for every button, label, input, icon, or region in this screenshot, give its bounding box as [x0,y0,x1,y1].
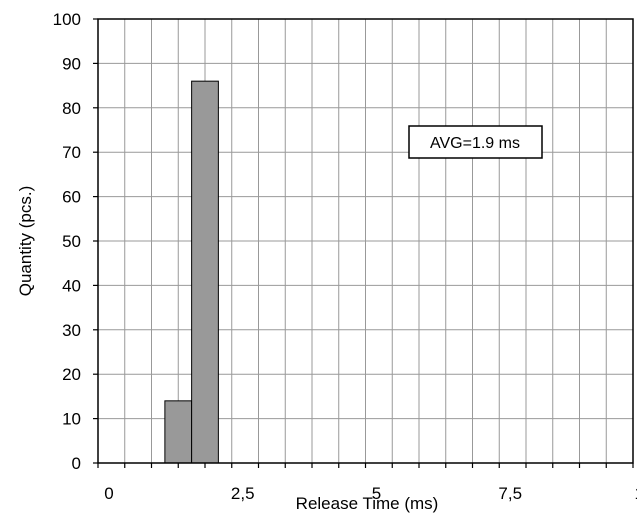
y-ticks [93,18,98,464]
y-tick-label: 10 [62,410,81,429]
y-tick-label: 60 [62,188,81,207]
y-tick-labels: 0 10 20 30 40 50 60 70 80 90 100 [53,10,81,473]
y-tick-label: 40 [62,276,81,295]
y-tick-label: 20 [62,365,81,384]
y-tick-label: 90 [62,54,81,73]
avg-annotation: AVG=1.9 ms [408,125,543,159]
x-tick-labels: 0 2,5 5 7,5 10 [104,484,637,503]
y-tick-label: 0 [72,454,81,473]
y-tick-label: 80 [62,99,81,118]
y-tick-label: 30 [62,321,81,340]
x-tick-label: 0 [104,484,113,503]
x-minor-ticks [97,463,634,468]
annotation-box [408,125,543,159]
y-tick-label: 100 [53,10,81,29]
x-tick-label: 2,5 [231,484,255,503]
x-tick-label: 7,5 [498,484,522,503]
bars [164,80,219,464]
annotation-text: AVG=1.9 ms [430,135,520,152]
x-tick-label: 10 [635,484,637,503]
x-tick-label: 5 [372,484,381,503]
y-tick-label: 70 [62,143,81,162]
histogram-bar-2 [191,80,219,464]
x-axis-title: Release Time (ms) [296,494,439,513]
y-tick-label: 50 [62,232,81,251]
y-axis-title: Quantity (pcs.) [16,186,35,297]
grid [98,19,633,463]
histogram-bar-1 [164,400,193,464]
